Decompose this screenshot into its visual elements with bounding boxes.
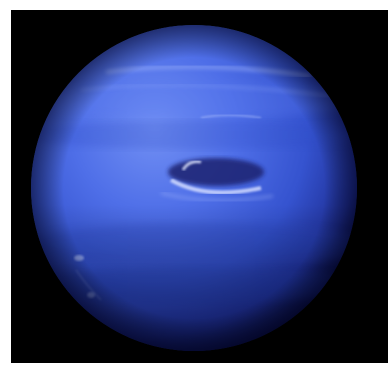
planet-photo: [11, 10, 388, 363]
planet-image: [11, 10, 388, 363]
